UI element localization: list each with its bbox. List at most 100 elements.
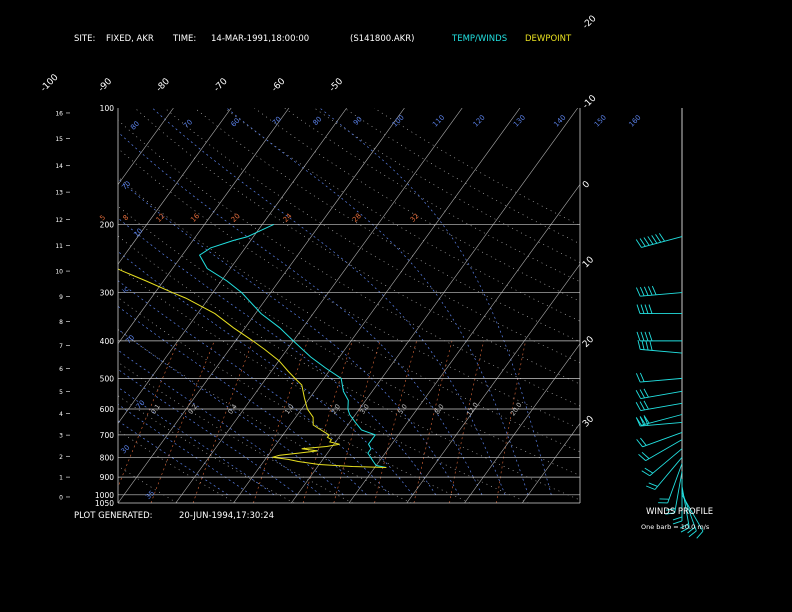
winds-profile: [635, 108, 704, 539]
site-value: FIXED, AKR: [106, 34, 154, 44]
thickness-label: 20: [230, 212, 242, 224]
site-label: SITE:: [74, 34, 95, 44]
moist-adiabat-line: [118, 328, 344, 496]
height-km-label: 10: [55, 269, 63, 276]
pressure-label: 300: [100, 289, 115, 298]
wind-barb-shaft: [681, 491, 697, 532]
isotherms: [118, 108, 580, 503]
mixing-ratio-line: [374, 340, 417, 503]
wind-barb-feather: [639, 401, 645, 411]
height-km-label: 13: [55, 190, 63, 197]
moist-adiabat-label: 80: [311, 115, 323, 127]
moist-adiabat-line: [118, 131, 483, 495]
mixing-ratio-lines: [118, 340, 526, 503]
moist-adiabat-label: 70: [135, 399, 147, 411]
wind-barb-feather: [639, 389, 645, 399]
wind-barb-feather: [646, 485, 656, 490]
isotherm-line: [118, 108, 290, 345]
mixing-ratio-line: [192, 340, 253, 503]
thickness-label: 5: [98, 214, 107, 223]
isotherm-line: [118, 108, 405, 503]
thickness-label: 12: [155, 212, 167, 224]
moist-adiabat-label: 90: [352, 115, 364, 127]
moist-adiabat-line: [118, 403, 252, 496]
wind-barb-feather: [635, 239, 642, 248]
plot-generated-label: PLOT GENERATED:: [74, 511, 153, 521]
pressure-gridlines: [118, 224, 580, 496]
wind-barb-feather: [643, 400, 649, 410]
sounding-series: [118, 223, 387, 468]
mixing-ratio-line: [413, 340, 453, 503]
isotherm-line: [291, 108, 578, 503]
wind-barb-feather: [636, 304, 641, 314]
wind-barb-feather: [644, 467, 654, 474]
wind-barb-feather: [640, 331, 645, 342]
wind-barb-shaft: [667, 463, 683, 504]
wind-barb-feather: [655, 234, 662, 243]
height-km-label: 2: [59, 454, 63, 461]
height-km-label: 1: [59, 475, 63, 482]
wind-barb-shaft: [640, 390, 683, 400]
wind-barb-shaft: [649, 448, 683, 477]
pressure-label: 500: [100, 374, 115, 383]
dry-adiabat-line: [118, 395, 295, 503]
isotherm-line: [233, 108, 521, 503]
file-id: (S141800.AKR): [350, 34, 414, 44]
isotherm-line: [522, 422, 580, 503]
wind-barb-feather: [641, 340, 645, 350]
wind-barb-feather: [680, 527, 690, 533]
dry-adiabats: [118, 108, 580, 503]
moist-adiabat-label: 70: [271, 115, 283, 127]
moist-adiabat-line: [118, 217, 437, 496]
wind-barb-shaft: [681, 486, 690, 528]
height-km-label: 12: [55, 217, 63, 224]
height-km-label: 3: [59, 433, 63, 440]
wind-barb-feather: [640, 437, 647, 446]
height-km-label: 6: [59, 366, 63, 373]
wind-barb-feather: [688, 530, 697, 538]
moist-adiabat-label: 70: [120, 180, 132, 192]
height-km-label: 0: [59, 494, 63, 501]
isotherm-line: [464, 343, 580, 503]
wind-barb-feather: [643, 286, 649, 296]
wind-barb-feather: [645, 340, 649, 351]
wind-barb-feather: [636, 439, 643, 448]
moist-adiabat-label: 10: [132, 227, 144, 239]
temperature-line: [198, 223, 387, 468]
wind-barb-feather: [644, 304, 649, 314]
wind-barb-feather: [635, 373, 641, 383]
wind-barb-feather: [647, 236, 654, 245]
moist-adiabat-label: 80: [129, 120, 141, 132]
wind-barb-feather: [651, 235, 658, 244]
thickness-label: 8: [122, 214, 131, 223]
wind-barb-feather: [672, 520, 683, 525]
pressure-label: 100: [100, 104, 115, 113]
wind-barb-feather: [639, 238, 646, 247]
moist-adiabat-line: [118, 178, 460, 495]
time-value: 14-MAR-1991,18:00:00: [211, 34, 309, 44]
mixing-ratio-line: [333, 340, 381, 503]
isotherm-line: [118, 108, 174, 185]
wind-barb-feather: [647, 286, 653, 296]
height-km-label: 15: [55, 136, 63, 143]
wind-barb-feather: [649, 341, 653, 351]
wind-barb-shaft: [642, 432, 683, 448]
height-km-label: 9: [59, 294, 63, 301]
pressure-label: 400: [100, 337, 115, 346]
moist-adiabat-label: 70: [182, 118, 194, 130]
wind-barb-feather: [643, 416, 649, 426]
wind-barb-feather: [635, 287, 641, 297]
isotherm-line: [348, 183, 580, 503]
wind-barb-feather: [644, 331, 649, 342]
mixing-ratio-line: [150, 340, 215, 503]
mixing-ratio-line: [253, 340, 308, 503]
dry-adiabat-line: [118, 119, 580, 407]
wind-barb-shaft: [641, 236, 683, 248]
isotherm-line: [406, 263, 580, 503]
plot-generated-value: 20-JUN-1994,17:30:24: [179, 511, 274, 521]
moist-adiabat-label: 30: [120, 444, 132, 456]
wind-barb-feather: [648, 482, 658, 487]
wind-barb-shaft: [645, 439, 683, 462]
